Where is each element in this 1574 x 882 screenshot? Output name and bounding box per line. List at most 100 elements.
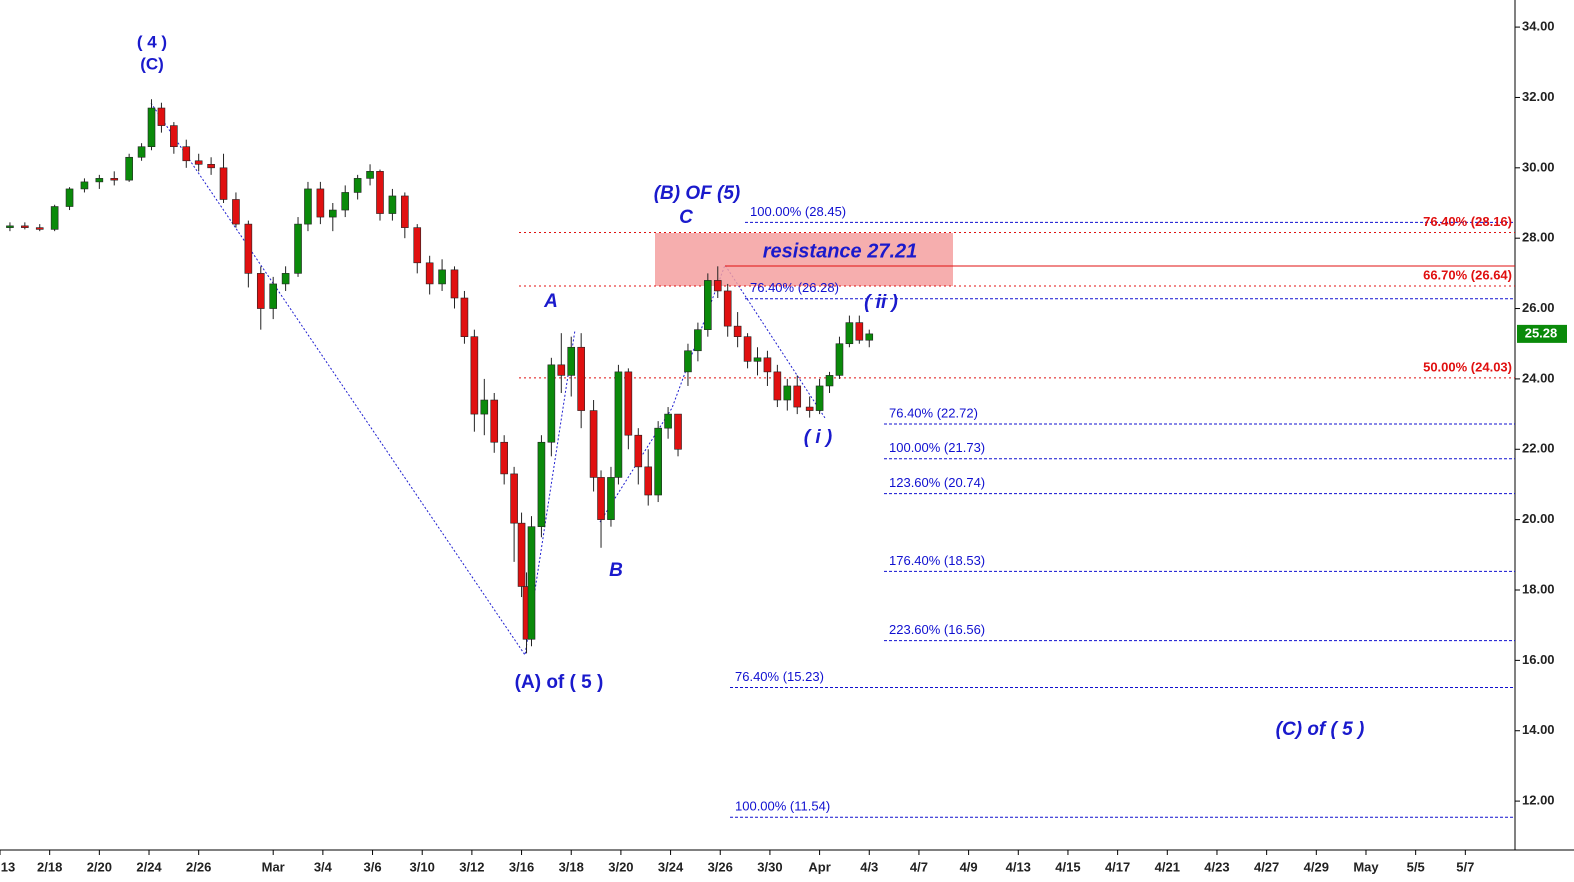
candle-body — [684, 350, 692, 373]
candle-body — [329, 209, 337, 218]
candle-body — [664, 413, 672, 429]
wave-line — [150, 102, 576, 657]
last-price-box — [1517, 324, 1567, 343]
candle-body — [773, 371, 782, 401]
fib-label: 76.40% (15.23) — [735, 669, 824, 684]
candle-body — [341, 192, 350, 211]
y-tick-label: 32.00 — [1522, 89, 1555, 104]
candle-body — [674, 413, 682, 450]
wave-label: B — [609, 560, 623, 581]
x-tick-label: 4/9 — [960, 859, 978, 874]
candle-body — [589, 410, 598, 478]
x-tick-label: 3/24 — [658, 859, 684, 874]
fib-label: 223.60% (16.56) — [889, 622, 985, 637]
x-tick-label: 3/30 — [757, 859, 782, 874]
fib-label: 76.40% (26.28) — [750, 280, 839, 295]
y-tick-label: 26.00 — [1522, 300, 1555, 315]
wave-label: ( ii ) — [864, 292, 898, 313]
candle-body — [425, 262, 434, 285]
y-tick-label: 20.00 — [1522, 511, 1555, 526]
candle-body — [182, 146, 191, 162]
candle-body — [110, 178, 119, 181]
candle-body — [450, 269, 459, 299]
resistance-label: resistance 27.21 — [763, 240, 918, 262]
candle-body — [304, 188, 312, 225]
x-tick-label: 3/16 — [509, 859, 534, 874]
candle-body — [460, 297, 469, 337]
x-tick-label: Mar — [262, 859, 285, 874]
candle-body — [510, 473, 518, 524]
wave-label: (C) of ( 5 ) — [1276, 719, 1365, 740]
wave-label: (A) of ( 5 ) — [515, 672, 604, 693]
candle-body — [376, 171, 384, 214]
wave-label: A — [543, 291, 558, 312]
x-tick-label: 4/7 — [910, 859, 928, 874]
x-tick-label: 4/29 — [1304, 859, 1329, 874]
x-tick-label: 3/20 — [608, 859, 633, 874]
fib-label: 76.40% (22.72) — [889, 405, 978, 420]
x-tick-label: 4/17 — [1105, 859, 1130, 874]
x-tick-label: 3/4 — [314, 859, 333, 874]
candle-body — [644, 466, 653, 496]
candle-body — [815, 385, 824, 411]
candle-body — [388, 195, 397, 214]
candle-body — [597, 477, 605, 520]
candle-body — [147, 107, 156, 148]
candle-body — [21, 225, 29, 228]
candle-body — [256, 273, 265, 309]
candle-body — [527, 526, 536, 640]
candle-body — [125, 156, 133, 181]
candle-body — [825, 375, 834, 387]
y-tick-label: 16.00 — [1522, 652, 1555, 667]
candle-body — [855, 322, 864, 341]
candle-body — [232, 199, 240, 225]
fib-label: 100.00% (11.54) — [735, 799, 830, 814]
candle-body — [704, 280, 712, 330]
y-tick-label: 30.00 — [1522, 159, 1555, 174]
x-tick-label: 2/20 — [87, 859, 112, 874]
candle-body — [577, 346, 585, 411]
x-tick-label: 4/23 — [1204, 859, 1229, 874]
x-tick-label: 4/21 — [1155, 859, 1180, 874]
candle-body — [480, 399, 489, 415]
candle-body — [281, 273, 290, 285]
wave-label: ( i ) — [804, 427, 833, 448]
candle-body — [654, 427, 662, 496]
y-tick-label: 28.00 — [1522, 230, 1555, 245]
candle-body — [6, 225, 14, 228]
candle-body — [157, 107, 166, 126]
candle-body — [490, 399, 499, 443]
candle-body — [634, 434, 643, 468]
x-tick-label: 2/26 — [186, 859, 211, 874]
candle-body — [207, 164, 215, 169]
x-tick-label: 3/10 — [410, 859, 435, 874]
candle-body — [65, 188, 74, 207]
fib-label: 50.00% (24.03) — [1423, 359, 1512, 374]
candle-body — [733, 325, 742, 337]
x-tick-label: 3/26 — [708, 859, 733, 874]
x-tick-label: 2/18 — [37, 859, 62, 874]
x-tick-label: 3/18 — [559, 859, 584, 874]
candle-body — [35, 227, 44, 230]
candle-body — [50, 206, 59, 230]
candle-body — [500, 441, 508, 475]
candle-body — [607, 477, 615, 520]
candle-body — [366, 171, 374, 179]
wave-label: (C) — [140, 54, 164, 73]
candle-body — [835, 343, 844, 376]
x-tick-label: 2/24 — [136, 859, 162, 874]
candle-body — [763, 357, 772, 373]
fib-label: 176.40% (18.53) — [889, 553, 985, 568]
x-tick-label: 5/7 — [1456, 859, 1474, 874]
candle-body — [567, 346, 576, 376]
candle-body — [547, 364, 556, 443]
last-price-label: 25.28 — [1525, 325, 1558, 340]
candle-body — [793, 385, 802, 408]
x-tick-label: 3/6 — [364, 859, 382, 874]
candle-body — [269, 283, 277, 309]
y-tick-label: 22.00 — [1522, 441, 1555, 456]
candle-body — [80, 181, 89, 190]
candle-body — [723, 290, 732, 327]
